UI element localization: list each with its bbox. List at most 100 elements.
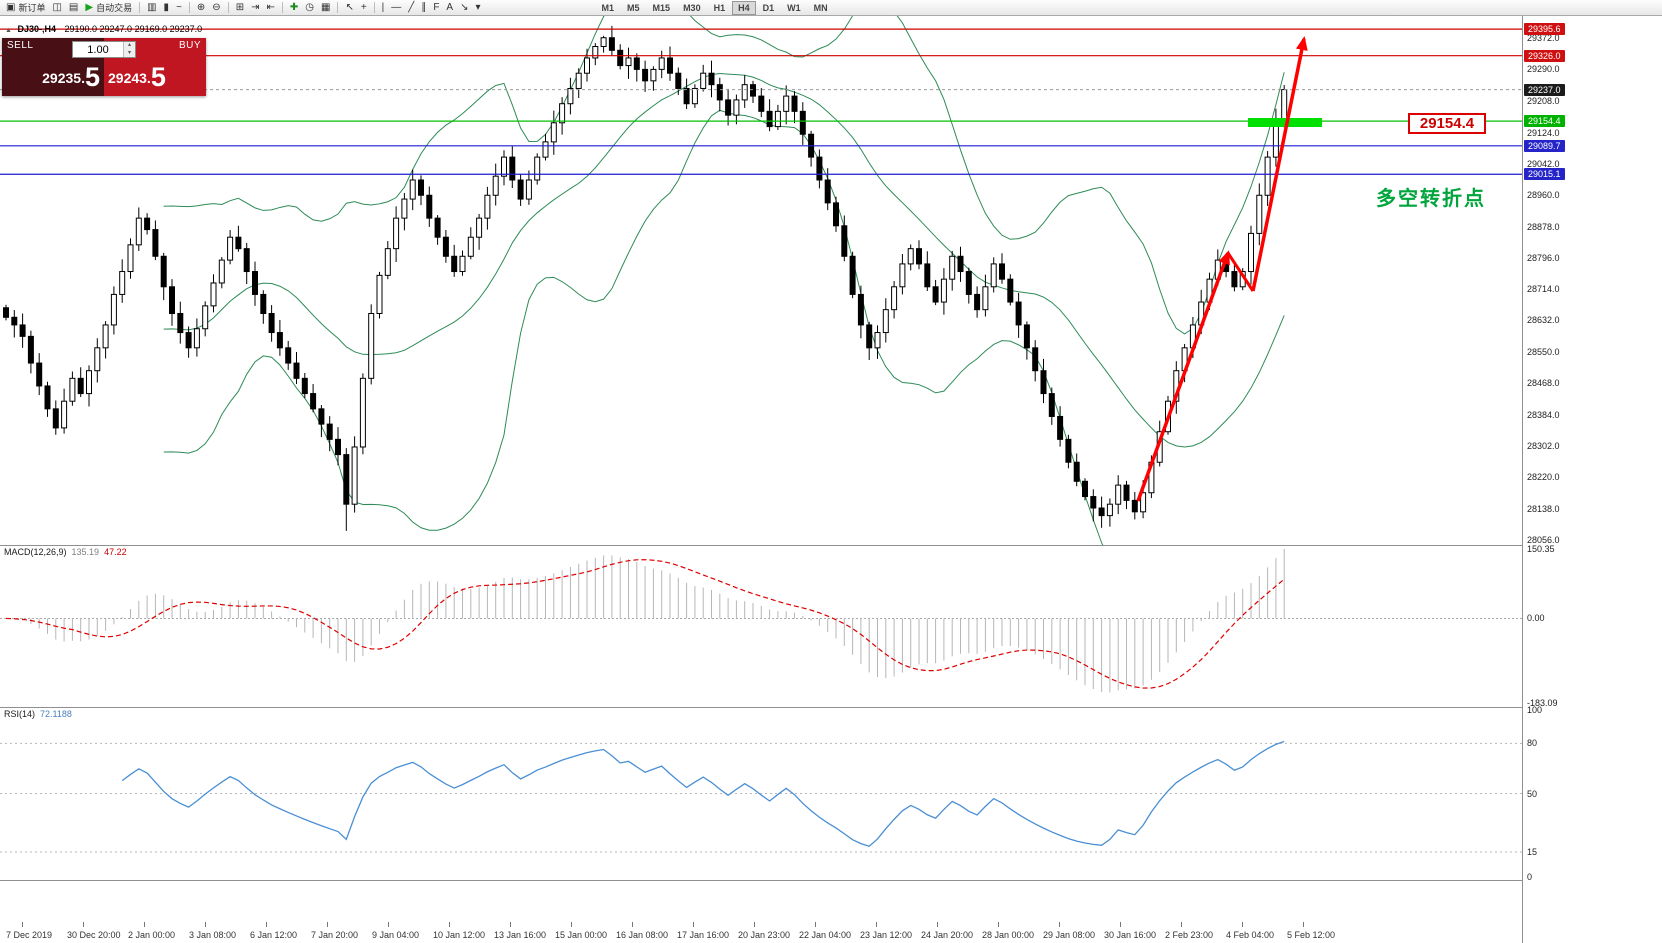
timeframe-h4[interactable]: H4 <box>732 0 756 15</box>
time-axis-label: 20 Jan 23:00 <box>738 930 791 940</box>
price-scale-tick: 28056.0 <box>1527 535 1560 546</box>
toolbar-separator <box>373 2 375 13</box>
time-axis[interactable]: 7 Dec 2019 30 Dec 20:00 2 Jan 00:00 3 Jan 0… <box>0 880 1522 943</box>
timeframe-m15[interactable]: M15 <box>652 2 671 13</box>
time-axis-tick <box>632 922 633 927</box>
auto-trading-button-label: 自动交易 <box>96 3 133 13</box>
auto-trading-button[interactable]: ▶ 自动交易 <box>82 1 135 15</box>
price-scale-badge: 29326.0 <box>1524 49 1565 62</box>
periods-icon[interactable]: ◷ <box>302 1 317 15</box>
volume-up-button[interactable]: ▴ <box>124 42 135 50</box>
channel-icon[interactable]: ∥ <box>418 1 429 15</box>
tile-windows-icon[interactable]: ⊞ <box>233 1 247 15</box>
volume-down-button[interactable]: ▾ <box>124 49 135 57</box>
crosshair-icon: + <box>360 1 367 13</box>
time-axis-label: 7 Jan 20:00 <box>311 930 359 940</box>
sell-price: 29235.5 <box>42 62 100 92</box>
candlestick-chart-icon[interactable]: ▮ <box>161 1 173 15</box>
time-axis-tick <box>449 922 450 927</box>
chart-annotation-text[interactable]: 多空转折点 <box>1376 188 1486 210</box>
shapes-dropdown-icon[interactable]: ▾ <box>472 1 483 15</box>
cursor-icon[interactable]: ↖ <box>342 1 356 15</box>
channel-icon: ∥ <box>421 1 427 13</box>
price-scale-tick: 28878.0 <box>1527 221 1560 232</box>
tile-windows-icon: ⊞ <box>235 1 245 13</box>
timeframe-d1[interactable]: D1 <box>762 2 775 13</box>
bar-chart-icon[interactable]: ▥ <box>144 1 159 15</box>
trendline-icon[interactable]: ╱ <box>405 1 417 15</box>
vertical-line-icon: | <box>381 1 385 13</box>
timeframe-w1[interactable]: W1 <box>787 2 801 13</box>
new-order-button: ▣ <box>6 1 16 13</box>
fibonacci-icon[interactable]: F <box>430 1 442 15</box>
new-order-button[interactable]: ▣ 新订单 <box>3 1 48 15</box>
line-chart-icon[interactable]: ~ <box>173 1 185 15</box>
price-scale-tick: 29372.0 <box>1527 33 1560 44</box>
price-scale-tick: 29124.0 <box>1527 127 1560 138</box>
price-scale[interactable]: 29372.0 29290.0 29208.0 29124.0 29042.0 28960… <box>1522 16 1662 943</box>
toolbar-separator <box>227 2 229 13</box>
one-click-trading-panel: SELL 29235.5 BUY 29243.5 ▴ ▾ <box>2 38 206 96</box>
panel-separator[interactable] <box>0 880 1662 881</box>
time-axis-label: 23 Jan 12:00 <box>860 930 913 940</box>
arrows-icon: ↘ <box>460 1 469 13</box>
profiles-icon[interactable]: ▤ <box>66 1 81 15</box>
zoom-out-icon[interactable]: ⊖ <box>209 1 223 15</box>
horizontal-line-icon[interactable]: ― <box>388 1 404 15</box>
toolbar-separator <box>139 2 141 13</box>
price-level-label[interactable]: 29154.4 <box>1408 113 1486 134</box>
time-axis-label: 22 Jan 04:00 <box>799 930 852 940</box>
chart-shift-icon[interactable]: ⇤ <box>263 1 277 15</box>
time-axis-label: 28 Jan 00:00 <box>982 930 1035 940</box>
time-axis-tick <box>1242 922 1243 927</box>
timeframe-mn[interactable]: MN <box>813 2 828 13</box>
time-axis-label: 4 Feb 04:00 <box>1226 930 1275 940</box>
panel-separator[interactable] <box>0 545 1662 546</box>
time-axis-tick <box>205 922 206 927</box>
macd-indicator-canvas[interactable] <box>0 545 1522 707</box>
price-scale-tick: 28796.0 <box>1527 252 1560 263</box>
auto-scroll-icon[interactable]: ⇥ <box>248 1 262 15</box>
toolbar-separator <box>281 2 283 13</box>
time-axis-label: 30 Jan 16:00 <box>1104 930 1157 940</box>
price-scale-tick: 28960.0 <box>1527 190 1560 201</box>
volume-input[interactable] <box>73 42 123 57</box>
zoom-in-icon[interactable]: ⊕ <box>194 1 208 15</box>
rsi-indicator-canvas[interactable] <box>0 707 1522 880</box>
arrows-icon[interactable]: ↘ <box>457 1 471 15</box>
price-chart-canvas[interactable] <box>0 16 1522 545</box>
time-axis-label: 5 Feb 12:00 <box>1287 930 1336 940</box>
price-scale-tick: 28220.0 <box>1527 472 1560 483</box>
timeframe-m5[interactable]: M5 <box>627 2 640 13</box>
buy-price: 29243.5 <box>108 62 166 92</box>
price-scale-tick: 100 <box>1527 705 1543 715</box>
time-axis-tick <box>510 922 511 927</box>
symbol-info: ▲ DJ30-,H4 29190.0 29247.0 29169.0 29237… <box>5 24 202 34</box>
price-scale-tick: 29208.0 <box>1527 95 1560 106</box>
cursor-icon: ↖ <box>345 1 354 13</box>
templates-icon[interactable]: ▦ <box>318 1 333 15</box>
vertical-line-icon[interactable]: | <box>379 1 388 15</box>
charts-menu-icon[interactable]: ◫ <box>49 1 64 15</box>
price-scale-tick: 15 <box>1527 846 1538 857</box>
time-axis-tick <box>1059 922 1060 927</box>
time-axis-label: 16 Jan 08:00 <box>616 930 669 940</box>
text-icon: A <box>446 1 454 13</box>
time-axis-tick <box>1181 922 1182 927</box>
time-axis-tick <box>83 922 84 927</box>
crosshair-icon[interactable]: + <box>358 1 370 15</box>
panel-separator[interactable] <box>0 707 1662 708</box>
one-click-collapse-icon[interactable]: ▲ <box>5 27 12 34</box>
sell-label: SELL <box>7 40 34 51</box>
time-axis-label: 2 Jan 00:00 <box>128 930 176 940</box>
horizontal-line-icon: ― <box>391 1 402 13</box>
time-axis-tick <box>754 922 755 927</box>
price-scale-tick: 28384.0 <box>1527 409 1560 420</box>
indicators-icon[interactable]: ✚ <box>287 1 301 15</box>
toolbar-separator <box>337 2 339 13</box>
timeframe-h1[interactable]: H1 <box>713 2 726 13</box>
timeframe-m30[interactable]: M30 <box>683 2 701 13</box>
text-icon[interactable]: A <box>443 1 456 15</box>
timeframe-m1[interactable]: M1 <box>601 2 615 13</box>
price-scale-badge: 29395.6 <box>1524 23 1565 36</box>
